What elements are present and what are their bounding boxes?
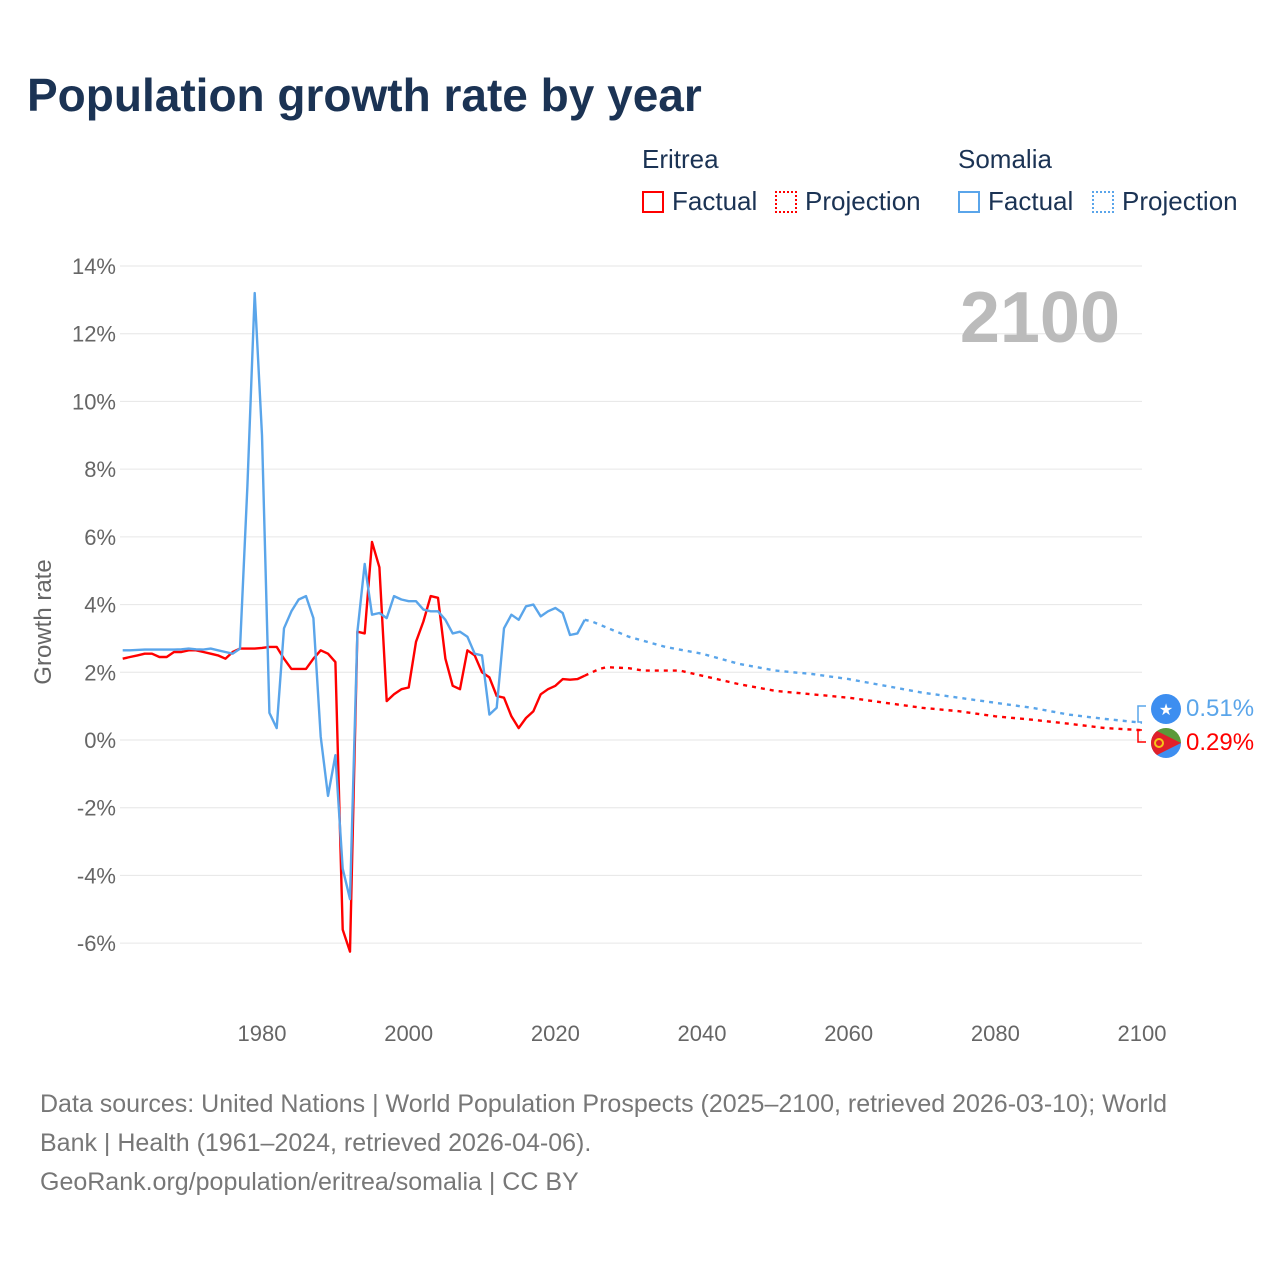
legend-swatch bbox=[775, 191, 797, 213]
y-tick-label: 4% bbox=[84, 593, 116, 618]
eritrea-end-value: 0.29% bbox=[1186, 729, 1254, 756]
y-axis-label: Growth rate bbox=[30, 559, 57, 684]
x-tick-label: 1980 bbox=[238, 1021, 287, 1046]
x-tick-label: 2000 bbox=[384, 1021, 433, 1046]
legend-label: Projection bbox=[1122, 186, 1238, 216]
eritrea-flag-icon bbox=[1151, 728, 1181, 758]
somalia-end-value: 0.51% bbox=[1186, 695, 1254, 722]
chart-title: Population growth rate by year bbox=[27, 69, 702, 121]
legend-somalia-projection[interactable]: Projection bbox=[1092, 186, 1238, 217]
y-tick-label: 8% bbox=[84, 457, 116, 482]
legend-swatch bbox=[642, 191, 664, 213]
y-tick-label: 10% bbox=[72, 389, 116, 414]
legend-label: Factual bbox=[672, 186, 758, 216]
footer-link[interactable]: GeoRank.org/population/eritrea/somalia |… bbox=[40, 1168, 579, 1196]
x-tick-label: 2080 bbox=[971, 1021, 1020, 1046]
y-tick-label: 0% bbox=[84, 728, 116, 753]
somalia-connector bbox=[1137, 705, 1146, 723]
legend-eritrea-factual[interactable]: Factual bbox=[642, 186, 757, 217]
somalia-flag-icon: ★ bbox=[1151, 694, 1181, 724]
legend-swatch bbox=[1092, 191, 1114, 213]
svg-text:★: ★ bbox=[1159, 702, 1173, 719]
legend-label: Factual bbox=[988, 186, 1074, 216]
series-somalia-projection bbox=[584, 618, 1143, 724]
y-tick-label: 2% bbox=[84, 660, 116, 685]
y-tick-label: -2% bbox=[77, 796, 116, 821]
legend-eritrea-projection[interactable]: Projection bbox=[775, 186, 921, 217]
series-eritrea-projection bbox=[584, 666, 1143, 732]
eritrea-connector bbox=[1137, 729, 1146, 743]
x-tick-label: 2060 bbox=[824, 1021, 873, 1046]
footer-sources-2: Bank | Health (1961–2024, retrieved 2026… bbox=[40, 1129, 592, 1157]
footer-sources-1: Data sources: United Nations | World Pop… bbox=[40, 1090, 1168, 1118]
y-tick-label: -4% bbox=[77, 863, 116, 888]
legend-swatch bbox=[958, 191, 980, 213]
legend-somalia-factual[interactable]: Factual bbox=[958, 186, 1073, 217]
legend-label: Projection bbox=[805, 186, 921, 216]
x-tick-label: 2020 bbox=[531, 1021, 580, 1046]
y-tick-label: 12% bbox=[72, 322, 116, 347]
x-tick-label: 2040 bbox=[678, 1021, 727, 1046]
legend-group-eritrea: Eritrea bbox=[642, 144, 719, 174]
legend-group-somalia: Somalia bbox=[958, 144, 1052, 174]
x-tick-label: 2100 bbox=[1118, 1021, 1167, 1046]
series-somalia-factual bbox=[122, 291, 586, 901]
y-tick-label: -6% bbox=[77, 931, 116, 956]
y-tick-label: 14% bbox=[72, 254, 116, 279]
y-tick-label: 6% bbox=[84, 525, 116, 550]
year-indicator: 2100 bbox=[960, 278, 1120, 358]
